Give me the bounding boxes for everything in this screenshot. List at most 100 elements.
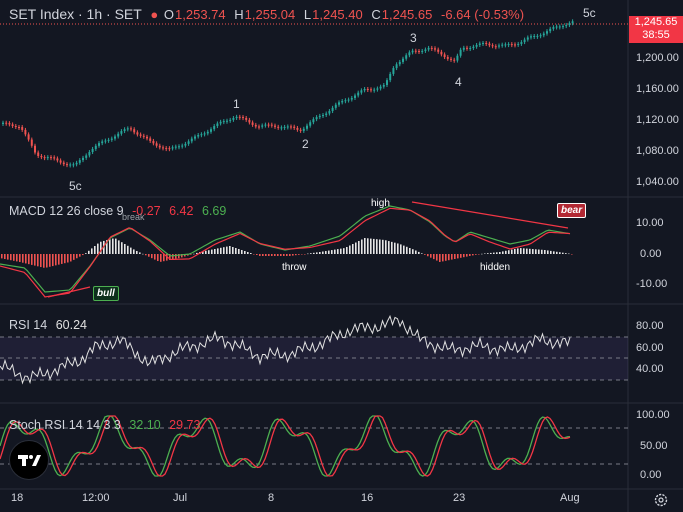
stoch-axis-tick: 50.00 (640, 440, 668, 452)
macd-bar (460, 254, 462, 258)
stoch-legend[interactable]: Stoch RSI 14 14 3 3 32.10 29.73 (9, 418, 205, 432)
candle (219, 121, 222, 124)
price-tick: 1,120.00 (636, 114, 679, 126)
macd-bar (562, 252, 564, 254)
candle (526, 37, 529, 40)
close-value: 1,245.65 (381, 7, 433, 22)
macd-bar (295, 254, 297, 256)
macd-bar (169, 254, 171, 260)
macd-bar (40, 254, 42, 268)
macd-bar (46, 254, 48, 268)
macd-bar (196, 252, 198, 254)
candle (312, 119, 315, 123)
macd-bar (16, 254, 18, 262)
macd-bar (277, 254, 279, 256)
rsi-legend[interactable]: RSI 14 60.24 (9, 318, 92, 332)
macd-bar (292, 254, 294, 256)
macd-bar (445, 254, 447, 261)
candle (72, 164, 75, 166)
candle (254, 124, 257, 127)
macd-bar (412, 249, 414, 254)
wave-label: 2 (302, 137, 309, 151)
macd-bar (67, 254, 69, 263)
macd-bar (31, 254, 33, 265)
macd-bar (238, 249, 240, 254)
candle (75, 162, 78, 165)
macd-legend[interactable]: MACD 12 26 close 9 -0.27 6.42 6.69 (9, 204, 231, 218)
symbol-title[interactable]: SET Index · 1h · SET (9, 6, 142, 22)
macd-bar (328, 250, 330, 254)
price-candles (2, 19, 574, 168)
gear-icon[interactable] (653, 492, 669, 508)
candle (302, 128, 305, 131)
macd-bar (130, 247, 132, 254)
macd-bar (508, 250, 510, 254)
candle (152, 140, 155, 144)
candle (498, 45, 500, 47)
macd-axis-tick: 0.00 (640, 248, 662, 260)
macd-bar (373, 238, 375, 254)
macd-bar (55, 254, 57, 266)
break-tag: break (122, 212, 145, 222)
price-tick: 1,160.00 (636, 83, 679, 95)
macd-bar (124, 244, 126, 254)
macd-bar (352, 244, 354, 254)
candle (562, 26, 564, 28)
candle (274, 125, 276, 127)
candle (168, 148, 171, 150)
macd-bar (364, 238, 366, 254)
macd-bar (301, 254, 303, 255)
price-tick: 1,200.00 (636, 52, 679, 64)
macd-bar (433, 254, 435, 260)
candle (427, 47, 430, 50)
tradingview-logo[interactable] (9, 440, 49, 480)
candle (392, 68, 395, 74)
macd-bar (256, 254, 258, 255)
candle (424, 49, 427, 51)
candle (296, 127, 299, 130)
candle (171, 147, 174, 149)
macd-bar (262, 254, 264, 256)
wave-label: 5c (583, 6, 596, 20)
stoch-k-line (0, 415, 571, 477)
macd-axis-tick: 10.00 (636, 217, 664, 229)
macd-bar (499, 252, 501, 254)
candle (258, 126, 260, 128)
macd-axis-tick: -10.00 (636, 278, 668, 290)
macd-bar (415, 250, 417, 254)
macd-bar (544, 250, 546, 254)
candle (322, 115, 324, 117)
macd-bar (19, 254, 21, 262)
candle (347, 99, 350, 101)
candle (398, 61, 401, 65)
macd-bar (484, 253, 486, 254)
candle (334, 104, 337, 108)
wave-label: 1 (233, 97, 240, 111)
candle (11, 124, 14, 126)
candle (123, 129, 126, 132)
candle (267, 124, 270, 126)
macd-bar (118, 240, 120, 254)
macd-bar (112, 238, 114, 254)
macd-bar (535, 249, 537, 254)
candle (59, 160, 62, 163)
macd-bar (571, 254, 573, 255)
macd-bar (298, 254, 300, 255)
candle (50, 157, 52, 159)
close-label: C (371, 7, 381, 22)
candle (494, 46, 497, 48)
macd-bar (478, 254, 480, 255)
macd-bar (289, 254, 291, 256)
macd-bar (349, 245, 351, 254)
candle (232, 118, 235, 120)
macd-signal-line (0, 207, 571, 298)
macd-bar (421, 253, 423, 254)
macd-bar (466, 254, 468, 257)
candle (299, 129, 302, 131)
macd-bar (157, 254, 159, 262)
bull-tag: bull (93, 286, 119, 301)
macd-bar (523, 248, 525, 254)
candle (82, 157, 84, 161)
candle (184, 143, 187, 146)
